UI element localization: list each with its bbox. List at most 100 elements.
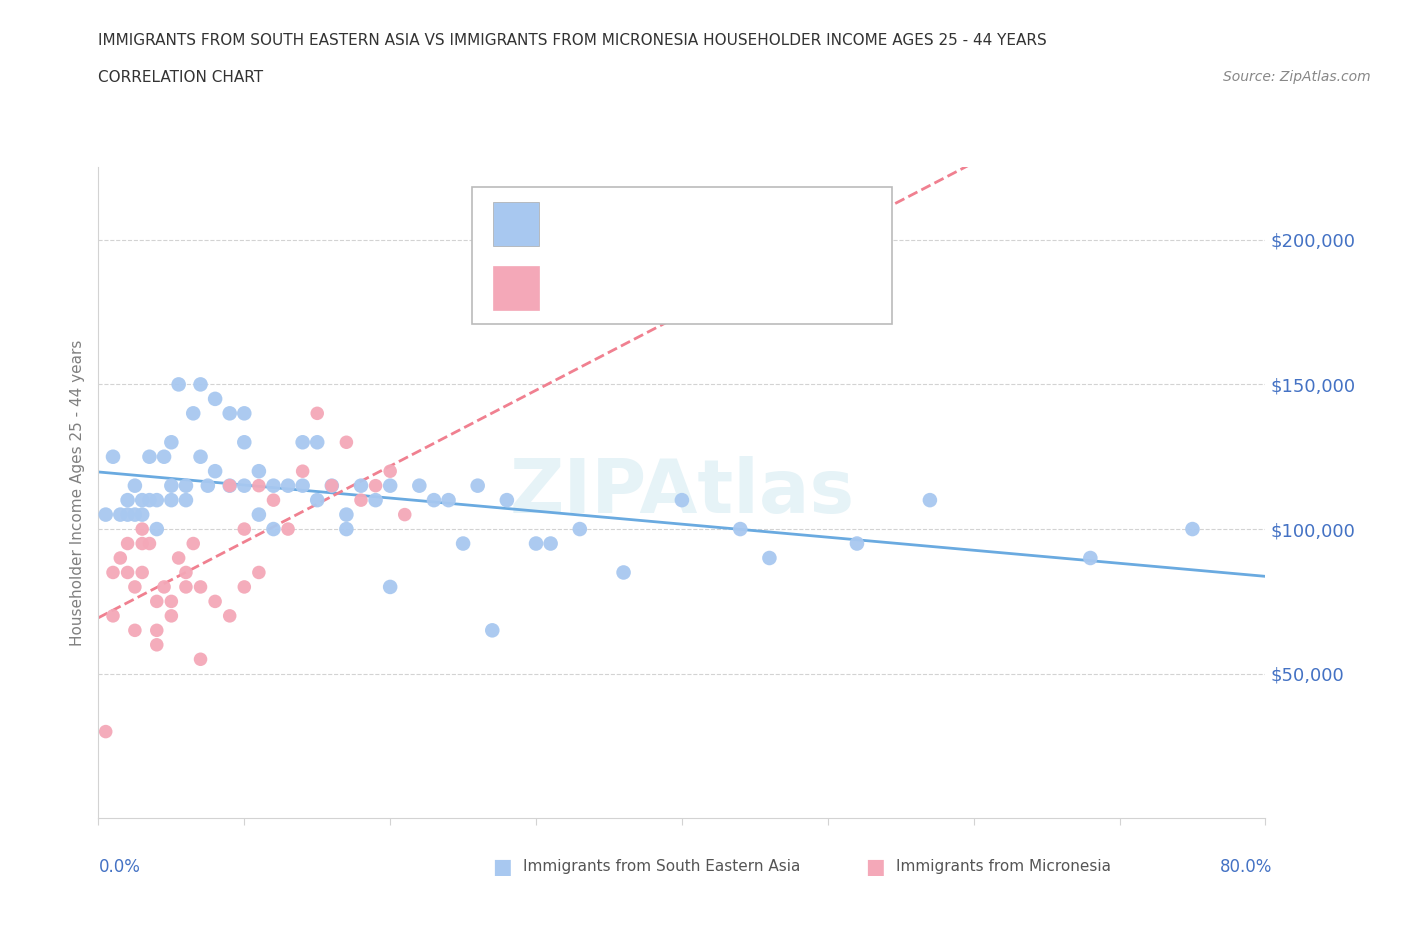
Point <box>101 449 124 464</box>
Point <box>540 536 562 551</box>
Point <box>110 507 132 522</box>
Point <box>174 478 197 493</box>
Point <box>174 493 197 508</box>
Point <box>160 493 183 508</box>
Point <box>174 579 197 594</box>
Point <box>394 507 416 522</box>
Point <box>124 623 146 638</box>
Point <box>160 594 183 609</box>
Point <box>190 377 212 392</box>
Point <box>451 536 474 551</box>
Point <box>262 493 284 508</box>
Point <box>110 551 132 565</box>
Point <box>218 478 240 493</box>
Text: 80.0%: 80.0% <box>1220 857 1272 876</box>
Point <box>247 464 270 479</box>
Point <box>131 507 153 522</box>
Text: 0.0%: 0.0% <box>98 857 141 876</box>
Point <box>233 435 256 450</box>
Point <box>174 565 197 580</box>
Point <box>204 392 226 406</box>
Point <box>1080 551 1102 565</box>
Point <box>335 435 357 450</box>
Text: ■: ■ <box>865 857 884 877</box>
Point <box>181 405 204 420</box>
Point <box>160 478 183 493</box>
Point <box>918 493 941 508</box>
Point <box>167 551 190 565</box>
Point <box>131 536 153 551</box>
Point <box>204 464 226 479</box>
Point <box>437 493 460 508</box>
Point <box>131 522 153 537</box>
Point <box>350 478 373 493</box>
Point <box>307 435 329 450</box>
Point <box>218 608 240 623</box>
Point <box>307 405 329 420</box>
Point <box>101 608 124 623</box>
Text: CORRELATION CHART: CORRELATION CHART <box>98 70 263 85</box>
Point <box>233 478 256 493</box>
Text: Source: ZipAtlas.com: Source: ZipAtlas.com <box>1223 70 1371 84</box>
Point <box>160 435 183 450</box>
Point <box>262 522 284 537</box>
Point <box>307 493 329 508</box>
Point <box>321 478 343 493</box>
Point <box>197 478 219 493</box>
Point <box>247 565 270 580</box>
Point <box>160 608 183 623</box>
Point <box>117 493 139 508</box>
Point <box>138 449 160 464</box>
Point <box>378 478 402 493</box>
Point <box>94 724 117 739</box>
Point <box>124 579 146 594</box>
Point <box>233 522 256 537</box>
Y-axis label: Householder Income Ages 25 - 44 years: Householder Income Ages 25 - 44 years <box>69 339 84 646</box>
Point <box>291 464 314 479</box>
Point <box>146 493 169 508</box>
Point <box>131 493 153 508</box>
Point <box>495 493 517 508</box>
Point <box>335 522 357 537</box>
Point <box>728 522 751 537</box>
Point <box>218 478 240 493</box>
Point <box>350 493 373 508</box>
Point <box>124 507 146 522</box>
Point <box>218 405 240 420</box>
Point <box>524 536 547 551</box>
Point <box>1181 522 1204 537</box>
Text: Immigrants from South Eastern Asia: Immigrants from South Eastern Asia <box>523 859 800 874</box>
Point <box>277 478 299 493</box>
Text: IMMIGRANTS FROM SOUTH EASTERN ASIA VS IMMIGRANTS FROM MICRONESIA HOUSEHOLDER INC: IMMIGRANTS FROM SOUTH EASTERN ASIA VS IM… <box>98 33 1047 47</box>
Point <box>146 637 169 652</box>
Point <box>845 536 868 551</box>
Point <box>335 507 357 522</box>
Point <box>153 449 176 464</box>
Point <box>378 464 402 479</box>
Point <box>117 507 139 522</box>
Point <box>131 565 153 580</box>
Point <box>146 594 169 609</box>
Point <box>291 435 314 450</box>
Point <box>124 478 146 493</box>
Point <box>138 493 160 508</box>
Text: ■: ■ <box>492 857 512 877</box>
Point <box>671 493 693 508</box>
Point <box>364 478 387 493</box>
Point <box>117 536 139 551</box>
Point <box>233 405 256 420</box>
Point <box>378 579 402 594</box>
Point <box>758 551 780 565</box>
Point <box>247 507 270 522</box>
Point <box>568 522 591 537</box>
Point <box>181 536 204 551</box>
Point <box>190 579 212 594</box>
Point <box>146 623 169 638</box>
Point <box>190 652 212 667</box>
Point <box>117 565 139 580</box>
Point <box>247 478 270 493</box>
Text: ZIPAtlas: ZIPAtlas <box>509 457 855 529</box>
Point <box>138 536 160 551</box>
Point <box>233 579 256 594</box>
Point <box>167 377 190 392</box>
